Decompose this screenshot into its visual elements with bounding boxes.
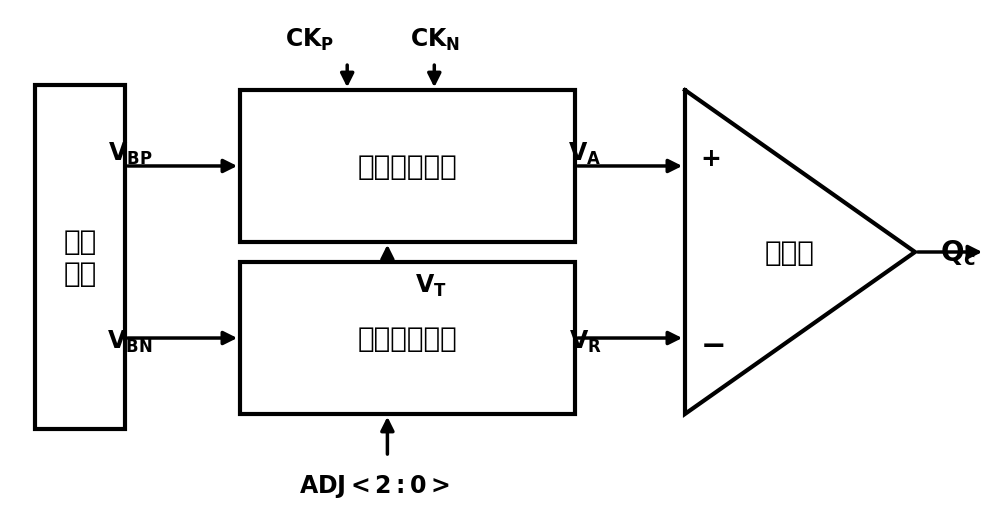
- Text: $\mathbf{V_R}$: $\mathbf{V_R}$: [569, 328, 601, 354]
- Text: $\mathbf{V_A}$: $\mathbf{V_A}$: [568, 141, 602, 167]
- Text: $\mathbf{+}$: $\mathbf{+}$: [700, 147, 720, 171]
- Text: 幅度检测电路: 幅度检测电路: [358, 153, 457, 181]
- Text: $\mathbf{CK_N}$: $\mathbf{CK_N}$: [410, 27, 460, 53]
- Polygon shape: [685, 91, 915, 414]
- Text: 比较器: 比较器: [765, 238, 815, 267]
- Text: $\mathbf{CK_P}$: $\mathbf{CK_P}$: [285, 27, 335, 53]
- Text: $\mathbf{V_{BP}}$: $\mathbf{V_{BP}}$: [108, 141, 152, 167]
- Text: 阈值编程电路: 阈值编程电路: [358, 324, 457, 352]
- Bar: [240, 263, 575, 414]
- Text: $\mathbf{V_{BN}}$: $\mathbf{V_{BN}}$: [107, 328, 153, 354]
- Text: $\mathbf{-}$: $\mathbf{-}$: [700, 329, 724, 358]
- Bar: [35, 86, 125, 429]
- Text: $\mathbf{ADJ<2{:}0>}$: $\mathbf{ADJ<2{:}0>}$: [299, 472, 451, 499]
- Bar: [240, 91, 575, 242]
- Text: $\mathbf{V_T}$: $\mathbf{V_T}$: [415, 272, 447, 298]
- Text: 偏置
电路: 偏置 电路: [63, 227, 97, 288]
- Text: $\mathbf{Q_c}$: $\mathbf{Q_c}$: [940, 238, 976, 267]
